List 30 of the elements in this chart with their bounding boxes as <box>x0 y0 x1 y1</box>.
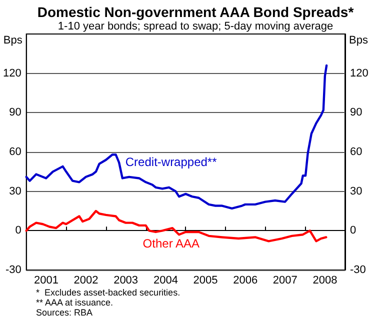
y-tick-label: 60 <box>9 146 22 158</box>
chart-subtitle: 1-10 year bonds; spread to swap; 5-day moving average <box>58 20 334 32</box>
y2-tick-label: -30 <box>350 264 366 276</box>
x-tick-label: 2007 <box>272 274 298 286</box>
y2-tick-label: 60 <box>350 146 362 158</box>
chart-title: Domestic Non-government AAA Bond Spreads* <box>37 4 354 20</box>
y2-tick-label: 90 <box>350 106 362 119</box>
text: ** AAA at issuance. <box>36 298 114 308</box>
y-tick-label: 90 <box>9 106 22 119</box>
y-tick-label: 30 <box>9 185 22 198</box>
y2-axis-title: Bps <box>349 34 368 46</box>
x-tick-label: 2005 <box>193 274 218 286</box>
y-tick-label: 0 <box>15 224 22 237</box>
y2-tick-label: 0 <box>350 224 356 237</box>
series-label: Other AAA <box>142 236 200 251</box>
series-label: Credit-wrapped** <box>125 154 218 169</box>
y2-tick-label: 30 <box>350 185 362 198</box>
y-tick-label: 120 <box>2 67 22 80</box>
text: * Excludes asset-backed securities. <box>36 288 180 298</box>
y-axis-title: Bps <box>3 34 23 46</box>
x-tick-label: 2008 <box>312 274 338 286</box>
y-tick-label: -30 <box>5 264 22 276</box>
y2-tick-label: 120 <box>350 67 368 80</box>
x-tick-label: 2006 <box>233 274 258 286</box>
line-series <box>25 64 328 210</box>
x-tick-label: 2003 <box>114 274 138 286</box>
source-note: Sources: RBA <box>36 308 93 316</box>
x-tick-label: 2002 <box>74 274 98 286</box>
x-tick-label: 2004 <box>153 274 178 286</box>
x-tick-label: 2001 <box>34 274 58 286</box>
